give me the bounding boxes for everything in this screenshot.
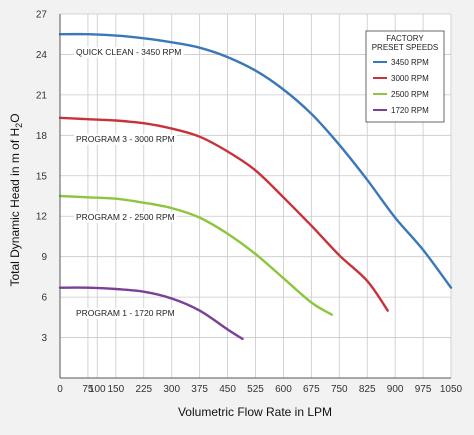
x-tick-label: 525 — [247, 384, 264, 395]
series-annotation: PROGRAM 1 - 1720 RPM — [76, 308, 175, 318]
legend-box — [365, 30, 445, 123]
x-tick-label: 825 — [359, 384, 376, 395]
legend-items: 3450 RPM 3000 RPM 2500 RPM 1720 RPM — [373, 58, 429, 115]
legend-label: 3000 RPM — [391, 74, 429, 83]
x-tick-label: 750 — [331, 384, 348, 395]
legend: FACTORY PRESET SPEEDS 3450 RPM 3000 RPM 25… — [365, 30, 445, 123]
x-tick-label: 225 — [135, 384, 152, 395]
legend-title-line2: PRESET SPEEDS — [372, 43, 439, 52]
y-tick-label: 21 — [36, 90, 48, 101]
series-annotation: QUICK CLEAN - 3450 RPM — [76, 47, 181, 57]
x-tick-label: 975 — [415, 384, 432, 395]
y-tick-label: 27 — [36, 10, 48, 21]
y-tick-label: 9 — [41, 252, 47, 263]
series-line-0 — [58, 32, 453, 289]
x-tick-label: 675 — [303, 384, 320, 395]
x-tick-label: 300 — [163, 384, 180, 395]
legend-title-line1: FACTORY — [386, 34, 424, 43]
x-tick-label: 75 — [82, 384, 94, 395]
y-tick-label: 15 — [36, 171, 48, 182]
legend-label: 1720 RPM — [391, 106, 429, 115]
grid — [60, 13, 452, 378]
annotation-bg — [74, 47, 184, 58]
x-tick-label: 375 — [191, 384, 208, 395]
series-annotation: PROGRAM 3 - 3000 RPM — [76, 134, 175, 144]
y-axis-title-main: Total Dynamic Head in m of H — [8, 128, 22, 287]
y-axis-title-sub: 2 — [14, 123, 24, 128]
legend-label: 2500 RPM — [391, 90, 429, 99]
y-axis-title: Total Dynamic Head in m of H2O — [8, 113, 24, 286]
series-line-1 — [58, 116, 389, 312]
x-tick-label: 150 — [108, 384, 125, 395]
y-axis-title-end: O — [8, 113, 22, 122]
x-tick-label: 100 — [89, 384, 106, 395]
x-tick-label: 900 — [387, 384, 404, 395]
legend-label: 3450 RPM — [391, 58, 429, 67]
series-line-3 — [58, 286, 244, 341]
y-tick-labels: 3 6 9 12 15 18 21 24 27 — [36, 10, 48, 345]
x-tick-label: 1050 — [440, 384, 463, 395]
x-tick-label: 600 — [275, 384, 292, 395]
y-tick-label: 18 — [36, 131, 48, 142]
y-tick-label: 3 — [41, 333, 47, 344]
series-line-2 — [58, 194, 333, 316]
series-group — [58, 32, 453, 341]
annotation-bg — [74, 308, 177, 319]
x-tick-label: 450 — [219, 384, 236, 395]
y-tick-label: 24 — [36, 50, 48, 61]
y-tick-label: 12 — [36, 212, 48, 223]
y-tick-label: 6 — [41, 293, 47, 304]
annotation-bg — [74, 212, 177, 223]
x-axis-title: Volumetric Flow Rate in LPM — [178, 405, 332, 419]
series-annotation: PROGRAM 2 - 2500 RPM — [76, 212, 175, 222]
x-tick-label: 0 — [57, 384, 63, 395]
annotation-bg — [74, 134, 177, 145]
annotations-group: QUICK CLEAN - 3450 RPM PROGRAM 3 - 3000 R… — [74, 47, 184, 319]
